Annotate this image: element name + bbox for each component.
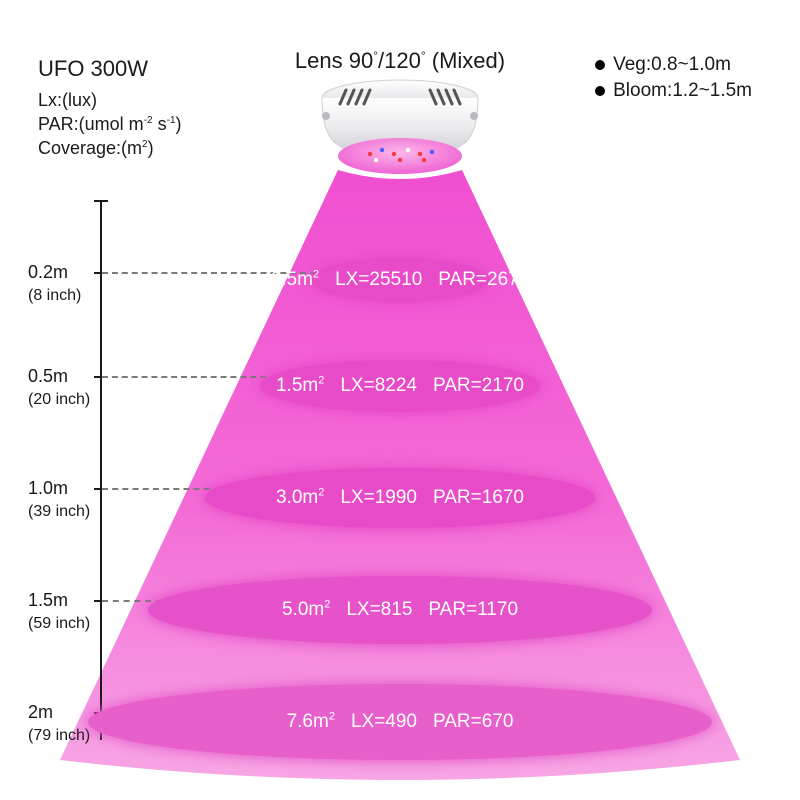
legend-top-right: Veg:0.8~1.0m Bloom:1.2~1.5m bbox=[595, 54, 752, 106]
band-measurements: 7.6m2LX=490PAR=670 bbox=[279, 711, 522, 733]
legend-item-label: Veg:0.8~1.0m bbox=[613, 54, 731, 76]
legend-item: Bloom:1.2~1.5m bbox=[595, 80, 752, 102]
distance-label: 1.0m(39 inch) bbox=[28, 478, 90, 521]
distance-label: 0.5m(20 inch) bbox=[28, 366, 90, 409]
distance-axis bbox=[100, 200, 102, 740]
legend-item-label: Bloom:1.2~1.5m bbox=[613, 80, 752, 102]
band-measurements: 3.0m2LX=1990PAR=1670 bbox=[268, 487, 532, 509]
distance-label: 1.5m(59 inch) bbox=[28, 590, 90, 633]
band-measurements: 1.5m2LX=8224PAR=2170 bbox=[268, 375, 532, 397]
legend-par: PAR:(umol m-2 s-1) bbox=[38, 112, 182, 136]
distance-label: 0.2m(8 inch) bbox=[28, 262, 81, 305]
bullet-icon bbox=[595, 60, 605, 70]
legend-lx: Lx:(lux) bbox=[38, 88, 182, 112]
infographic-canvas: UFO 300W Lx:(lux) PAR:(umol m-2 s-1) Cov… bbox=[0, 0, 800, 800]
leader-line bbox=[102, 376, 276, 378]
distance-label: 2m(79 inch) bbox=[28, 702, 90, 745]
band-measurements: 0.5m2LX=25510PAR=2670 bbox=[263, 269, 538, 291]
legend-coverage: Coverage:(m2) bbox=[38, 136, 182, 160]
leader-line bbox=[102, 488, 220, 490]
band-measurements: 5.0m2LX=815PAR=1170 bbox=[274, 599, 526, 621]
bullet-icon bbox=[595, 86, 605, 96]
legend-item: Veg:0.8~1.0m bbox=[595, 54, 752, 76]
